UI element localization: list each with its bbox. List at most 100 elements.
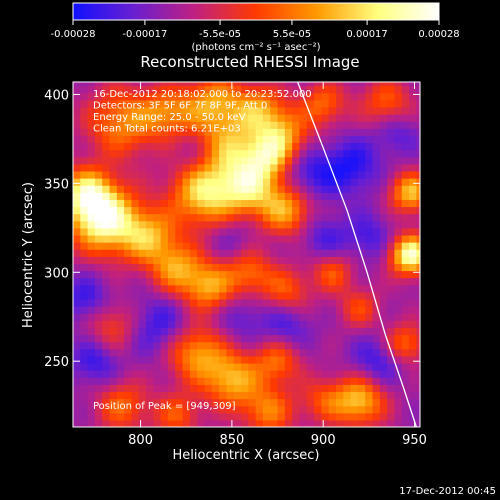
heatmap-cell bbox=[321, 419, 330, 427]
heatmap-cell bbox=[306, 121, 315, 129]
heatmap-cell bbox=[226, 362, 235, 371]
heatmap-cell bbox=[416, 348, 420, 357]
heatmap-cell bbox=[299, 206, 308, 215]
heatmap-cell bbox=[138, 306, 147, 314]
heatmap-cell bbox=[416, 370, 420, 378]
heatmap-cell bbox=[277, 405, 286, 414]
heatmap-cell bbox=[80, 220, 89, 229]
heatmap-cell bbox=[146, 85, 154, 94]
heatmap-cell bbox=[87, 398, 96, 407]
heatmap-cell bbox=[270, 398, 279, 407]
heatmap-cell bbox=[153, 121, 162, 129]
heatmap-cell bbox=[409, 327, 417, 336]
heatmap-cell bbox=[167, 170, 176, 179]
heatmap-cell bbox=[153, 405, 162, 414]
heatmap-cell bbox=[299, 370, 308, 378]
heatmap-cell bbox=[116, 298, 125, 307]
heatmap-cell bbox=[328, 405, 337, 414]
heatmap-cell bbox=[314, 149, 322, 158]
heatmap-cell bbox=[292, 355, 301, 364]
heatmap-cell bbox=[292, 220, 301, 229]
heatmap-cell bbox=[116, 391, 125, 400]
heatmap-cell bbox=[284, 334, 293, 343]
heatmap-cell bbox=[182, 256, 191, 264]
heatmap-cell bbox=[197, 384, 206, 393]
heatmap-cell bbox=[314, 412, 322, 421]
heatmap-cell bbox=[299, 256, 308, 264]
heatmap-cell bbox=[124, 370, 133, 378]
heatmap-cell bbox=[350, 256, 359, 264]
heatmap-cell bbox=[94, 355, 103, 364]
heatmap-cell bbox=[401, 284, 410, 293]
heatmap-cell bbox=[343, 291, 352, 300]
heatmap-cell bbox=[314, 135, 322, 144]
heatmap-cell bbox=[299, 142, 308, 151]
heatmap-cell bbox=[409, 142, 417, 151]
heatmap-cell bbox=[102, 412, 111, 421]
heatmap-cell bbox=[284, 128, 293, 136]
heatmap-cell bbox=[219, 227, 228, 236]
heatmap-cell bbox=[343, 391, 352, 400]
heatmap-cell bbox=[335, 185, 344, 193]
heatmap-cell bbox=[160, 178, 169, 186]
heatmap-cell bbox=[401, 298, 410, 307]
heatmap-cell bbox=[204, 99, 213, 108]
heatmap-cell bbox=[277, 85, 286, 94]
heatmap-cell bbox=[350, 377, 359, 385]
heatmap-cell bbox=[299, 377, 308, 385]
heatmap-cell bbox=[372, 170, 381, 179]
heatmap-cell bbox=[94, 121, 103, 129]
heatmap-cell bbox=[211, 170, 220, 179]
heatmap-cell bbox=[379, 192, 388, 200]
heatmap-cell bbox=[233, 320, 242, 329]
heatmap-cell bbox=[153, 398, 162, 407]
heatmap-cell bbox=[182, 341, 191, 350]
heatmap-cell bbox=[102, 220, 111, 229]
heatmap-cell bbox=[387, 370, 396, 378]
heatmap-cell bbox=[357, 270, 366, 279]
heatmap-cell bbox=[350, 163, 359, 172]
heatmap-cell bbox=[189, 412, 198, 421]
heatmap-cell bbox=[284, 99, 293, 108]
heatmap-cell bbox=[175, 334, 184, 343]
heatmap-cell bbox=[394, 242, 403, 250]
heatmap-cell bbox=[124, 306, 133, 314]
heatmap-cell bbox=[379, 135, 388, 144]
heatmap-cell bbox=[372, 377, 381, 385]
heatmap-cell bbox=[160, 220, 169, 229]
heatmap-cell bbox=[284, 256, 293, 264]
heatmap-cell bbox=[160, 263, 169, 272]
heatmap-cell bbox=[401, 256, 410, 264]
heatmap-cell bbox=[241, 341, 249, 350]
heatmap-cell bbox=[204, 270, 213, 279]
heatmap-cell bbox=[124, 341, 133, 350]
heatmap-cell bbox=[401, 263, 410, 272]
heatmap-cell bbox=[365, 149, 374, 158]
heatmap-cell bbox=[138, 170, 147, 179]
heatmap-cell bbox=[255, 249, 264, 257]
heatmap-cell bbox=[277, 341, 286, 350]
heatmap-cell bbox=[153, 391, 162, 400]
heatmap-cell bbox=[146, 142, 154, 151]
heatmap-cell bbox=[153, 384, 162, 393]
heatmap-cell bbox=[219, 341, 228, 350]
heatmap-cell bbox=[219, 92, 228, 101]
heatmap-cell bbox=[182, 377, 191, 385]
heatmap-cell bbox=[328, 270, 337, 279]
heatmap-cell bbox=[335, 270, 344, 279]
heatmap-cell bbox=[211, 192, 220, 200]
heatmap-cell bbox=[350, 170, 359, 179]
heatmap-cell bbox=[116, 377, 125, 385]
heatmap-cell bbox=[292, 192, 301, 200]
heatmap-cell bbox=[248, 320, 257, 329]
heatmap-cell bbox=[109, 128, 118, 136]
heatmap-cell bbox=[102, 398, 111, 407]
heatmap-cell bbox=[102, 384, 111, 393]
heatmap-cell bbox=[292, 327, 301, 336]
heatmap-cell bbox=[189, 234, 198, 243]
heatmap-cell bbox=[94, 419, 103, 427]
heatmap-cell bbox=[233, 412, 242, 421]
heatmap-cell bbox=[167, 306, 176, 314]
heatmap-cell bbox=[189, 405, 198, 414]
heatmap-cell bbox=[219, 156, 228, 165]
